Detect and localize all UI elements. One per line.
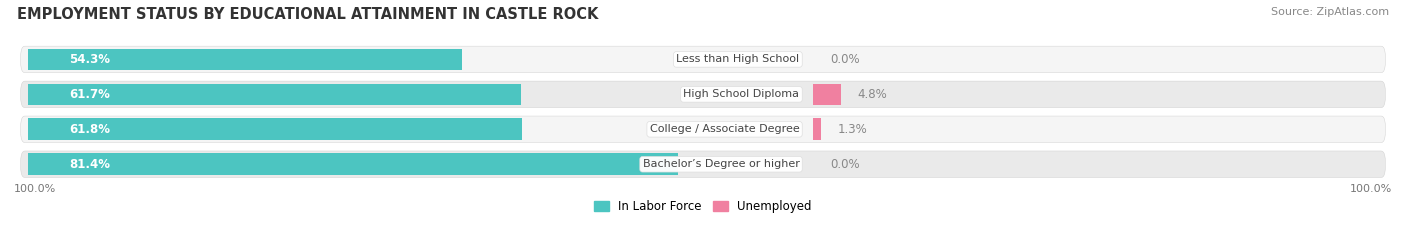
FancyBboxPatch shape: [21, 46, 1385, 73]
Legend: In Labor Force, Unemployed: In Labor Force, Unemployed: [589, 195, 817, 218]
Text: Less than High School: Less than High School: [676, 55, 800, 64]
Bar: [28, 84, 522, 105]
Text: 54.3%: 54.3%: [69, 53, 110, 66]
Bar: [28, 154, 678, 175]
Bar: [813, 118, 821, 140]
Bar: [813, 84, 841, 105]
Text: 61.8%: 61.8%: [69, 123, 110, 136]
Text: 0.0%: 0.0%: [830, 53, 859, 66]
Text: 61.7%: 61.7%: [69, 88, 110, 101]
Text: College / Associate Degree: College / Associate Degree: [650, 124, 800, 134]
Text: 81.4%: 81.4%: [69, 158, 110, 171]
Text: 100.0%: 100.0%: [14, 184, 56, 194]
FancyBboxPatch shape: [21, 116, 1385, 143]
Bar: [28, 49, 461, 70]
Text: 0.0%: 0.0%: [830, 158, 859, 171]
Text: EMPLOYMENT STATUS BY EDUCATIONAL ATTAINMENT IN CASTLE ROCK: EMPLOYMENT STATUS BY EDUCATIONAL ATTAINM…: [17, 7, 598, 22]
FancyBboxPatch shape: [21, 151, 1385, 178]
Text: 100.0%: 100.0%: [1350, 184, 1392, 194]
Text: 4.8%: 4.8%: [858, 88, 887, 101]
Text: Bachelor’s Degree or higher: Bachelor’s Degree or higher: [643, 159, 800, 169]
Text: High School Diploma: High School Diploma: [683, 89, 800, 99]
FancyBboxPatch shape: [21, 81, 1385, 108]
Bar: [28, 118, 522, 140]
Text: Source: ZipAtlas.com: Source: ZipAtlas.com: [1271, 7, 1389, 17]
Text: 1.3%: 1.3%: [838, 123, 868, 136]
